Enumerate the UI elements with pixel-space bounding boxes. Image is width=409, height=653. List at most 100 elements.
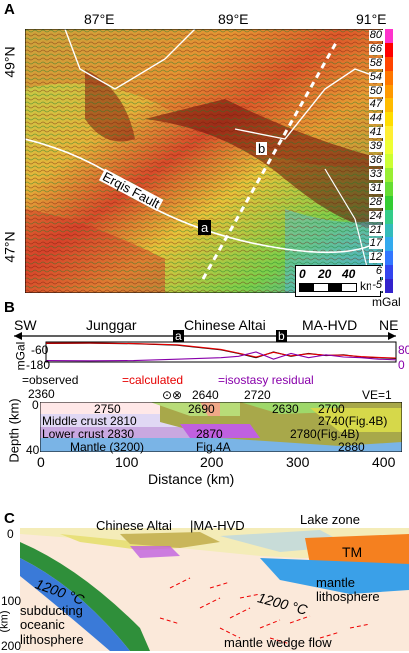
colorbar-tick: 17 bbox=[368, 237, 383, 250]
colorbar-swatch bbox=[385, 279, 393, 294]
legend-observed: =observed bbox=[22, 373, 79, 387]
profile-marker-b: b bbox=[276, 329, 287, 343]
tm-label: TM bbox=[342, 544, 363, 560]
colorbar-tick: 80 bbox=[368, 29, 383, 41]
dist-tick-100: 100 bbox=[115, 454, 139, 470]
series-line-observed bbox=[45, 342, 397, 359]
colorbar-tick: 58 bbox=[368, 56, 383, 69]
density-2700: 2700 bbox=[318, 402, 345, 416]
density-2640: 2640 bbox=[192, 388, 219, 402]
c-depth-tick-100: 100 bbox=[1, 594, 22, 608]
colorbar-swatch bbox=[385, 126, 393, 141]
end-label-ne: NE bbox=[379, 317, 399, 333]
distance-axis-label: Distance (km) bbox=[148, 471, 235, 487]
panel-a-letter: A bbox=[4, 1, 15, 18]
colorbar-swatch bbox=[385, 167, 393, 183]
colorbar-swatch bbox=[385, 265, 393, 280]
layer-fig4a: Fig.4A bbox=[196, 440, 231, 454]
colorbar-tick: 54 bbox=[368, 70, 383, 83]
c-region-altai: Chinese Altai bbox=[96, 518, 172, 533]
series-line-calculated bbox=[45, 342, 397, 359]
colorbar-tick: 39 bbox=[368, 140, 383, 153]
layer-mantle: Mantle (3200) bbox=[70, 440, 145, 454]
subducting-label: subducting oceanic lithosphere bbox=[20, 603, 84, 647]
profile-marker-a: a bbox=[173, 329, 184, 343]
residual-tick-80: 80 bbox=[398, 343, 409, 357]
c-depth-tick-200: 200 bbox=[1, 639, 22, 653]
colorbar-ticks: 80 66 58 54 50 47 44 41 39 36 33 31 28 24 21 17 12 6 -5 bbox=[357, 29, 383, 293]
colorbar-swatch bbox=[385, 251, 393, 266]
colorbar-unit: mGal bbox=[372, 295, 401, 309]
colorbar-swatch bbox=[385, 84, 393, 99]
depth-axis-label: Depth (km) bbox=[6, 398, 22, 463]
density-2780: 2780(Fig.4B) bbox=[290, 427, 360, 441]
density-2880: 2880 bbox=[338, 440, 365, 454]
colorbar-tick: 41 bbox=[368, 126, 383, 139]
depth-tick-0: 0 bbox=[32, 398, 39, 412]
crust-model bbox=[40, 402, 402, 452]
lon-label-89: 89°E bbox=[218, 11, 249, 27]
panel-b-letter: B bbox=[4, 299, 15, 316]
colorbar-tick: -5 bbox=[371, 279, 383, 292]
marker-b: b bbox=[256, 141, 268, 156]
density-2630: 2630 bbox=[272, 402, 299, 416]
gravity-tick-neg60: -60 bbox=[31, 343, 49, 357]
colorbar-tick: 12 bbox=[368, 251, 383, 264]
colorbar-swatch bbox=[385, 112, 393, 127]
colorbar-swatch bbox=[385, 56, 393, 72]
density-2750: 2750 bbox=[94, 402, 121, 416]
dist-tick-400: 400 bbox=[372, 454, 396, 470]
colorbar-swatch bbox=[385, 237, 393, 252]
c-depth-unit: (km) bbox=[0, 610, 11, 633]
dist-tick-200: 200 bbox=[200, 454, 224, 470]
residual-tick-0: 0 bbox=[398, 358, 405, 372]
scale-ruler bbox=[299, 283, 357, 292]
lat-label-49: 49°N bbox=[1, 46, 18, 78]
colorbar-tick: 66 bbox=[368, 42, 383, 55]
scale-bar: 0 20 40 km bbox=[295, 265, 381, 297]
colorbar-swatch bbox=[385, 70, 393, 86]
scale-label-40: 40 bbox=[342, 267, 356, 281]
colorbar-swatch bbox=[385, 42, 393, 58]
colorbar bbox=[385, 29, 393, 294]
colorbar-tick: 31 bbox=[368, 181, 383, 194]
legend-calculated: =calculated bbox=[122, 373, 184, 387]
gravity-tick-neg180: -180 bbox=[26, 358, 51, 372]
legend-residual: =isostasy residual bbox=[218, 373, 314, 387]
gravity-chart bbox=[45, 341, 397, 363]
gravity-map bbox=[25, 29, 383, 293]
colorbar-swatch bbox=[385, 29, 393, 44]
series-line-isostasy-residual bbox=[45, 351, 397, 362]
lon-label-87: 87°E bbox=[84, 11, 115, 27]
profile-line bbox=[201, 40, 339, 280]
colorbar-swatch bbox=[385, 98, 393, 113]
tectonic-cross-section bbox=[20, 528, 409, 651]
layer-middle-crust: Middle crust 2810 bbox=[42, 414, 137, 428]
lat-label-47: 47°N bbox=[1, 231, 18, 263]
c-region-mahvd: |MA-HVD bbox=[190, 518, 245, 533]
colorbar-swatch bbox=[385, 154, 393, 169]
colorbar-swatch bbox=[385, 140, 393, 155]
lake-zone-label: Lake zone bbox=[300, 512, 360, 527]
colorbar-swatch bbox=[385, 223, 393, 238]
dist-tick-0: 0 bbox=[37, 454, 45, 470]
region-altai: Chinese Altai bbox=[184, 317, 266, 333]
density-2360: 2360 bbox=[28, 387, 55, 401]
colorbar-tick: 47 bbox=[368, 98, 383, 111]
colorbar-tick: 6 bbox=[374, 265, 383, 278]
density-2720: 2720 bbox=[244, 388, 271, 402]
end-label-sw: SW bbox=[14, 317, 37, 333]
gravity-chart-frame bbox=[45, 341, 397, 363]
layer-2870: 2870 bbox=[196, 427, 223, 441]
region-junggar: Junggar bbox=[86, 317, 137, 333]
ve-label: VE=1 bbox=[362, 388, 392, 402]
layer-lower-crust: Lower crust 2830 bbox=[42, 427, 135, 441]
colorbar-tick: 36 bbox=[368, 154, 383, 167]
gravity-axis-label: mGal bbox=[13, 341, 28, 371]
colorbar-swatch bbox=[385, 181, 393, 197]
region-mahvd: MA-HVD bbox=[302, 317, 358, 333]
mantle-lith-label: mantle lithosphere bbox=[316, 575, 380, 605]
scale-label-0: 0 bbox=[299, 267, 306, 281]
wedge-flow-label: mantle wedge flow bbox=[224, 635, 332, 650]
scale-label-20: 20 bbox=[318, 267, 332, 281]
